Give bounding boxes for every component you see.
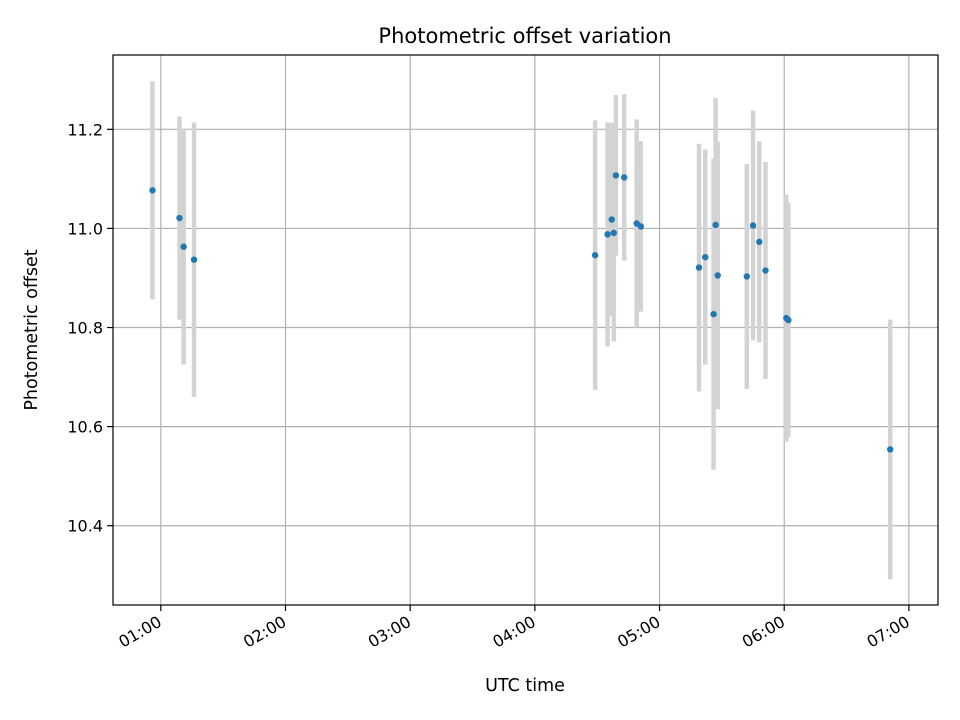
data-point — [149, 187, 156, 194]
data-point — [749, 222, 757, 229]
data-point — [712, 221, 719, 229]
data-point — [591, 251, 599, 259]
data-point — [702, 253, 709, 261]
data-point — [604, 231, 611, 238]
data-point — [176, 214, 183, 222]
data-point — [637, 223, 645, 230]
data-point — [190, 256, 198, 263]
plot-frame — [112, 54, 939, 606]
point-layer — [149, 172, 894, 453]
data-point — [710, 310, 717, 318]
chart-title: Photometric offset variation — [378, 24, 671, 48]
y-tick-label: 10.6 — [67, 418, 103, 437]
data-point — [608, 216, 615, 223]
data-point — [621, 174, 628, 181]
data-point — [714, 272, 721, 279]
data-point — [612, 172, 620, 179]
data-point — [785, 316, 792, 324]
y-tick-label: 10.8 — [67, 319, 103, 338]
data-point — [743, 273, 751, 280]
y-axis-label: Photometric offset — [22, 249, 42, 410]
x-axis-label: UTC time — [485, 676, 565, 696]
data-point — [180, 243, 187, 250]
data-point — [756, 238, 763, 246]
data-point — [762, 267, 769, 274]
y-tick-label: 11.0 — [67, 219, 103, 238]
y-tick-label: 11.2 — [67, 120, 103, 139]
y-tick-label: 10.4 — [67, 517, 103, 536]
data-point — [695, 264, 703, 271]
data-point — [610, 229, 618, 237]
data-point — [887, 446, 894, 453]
